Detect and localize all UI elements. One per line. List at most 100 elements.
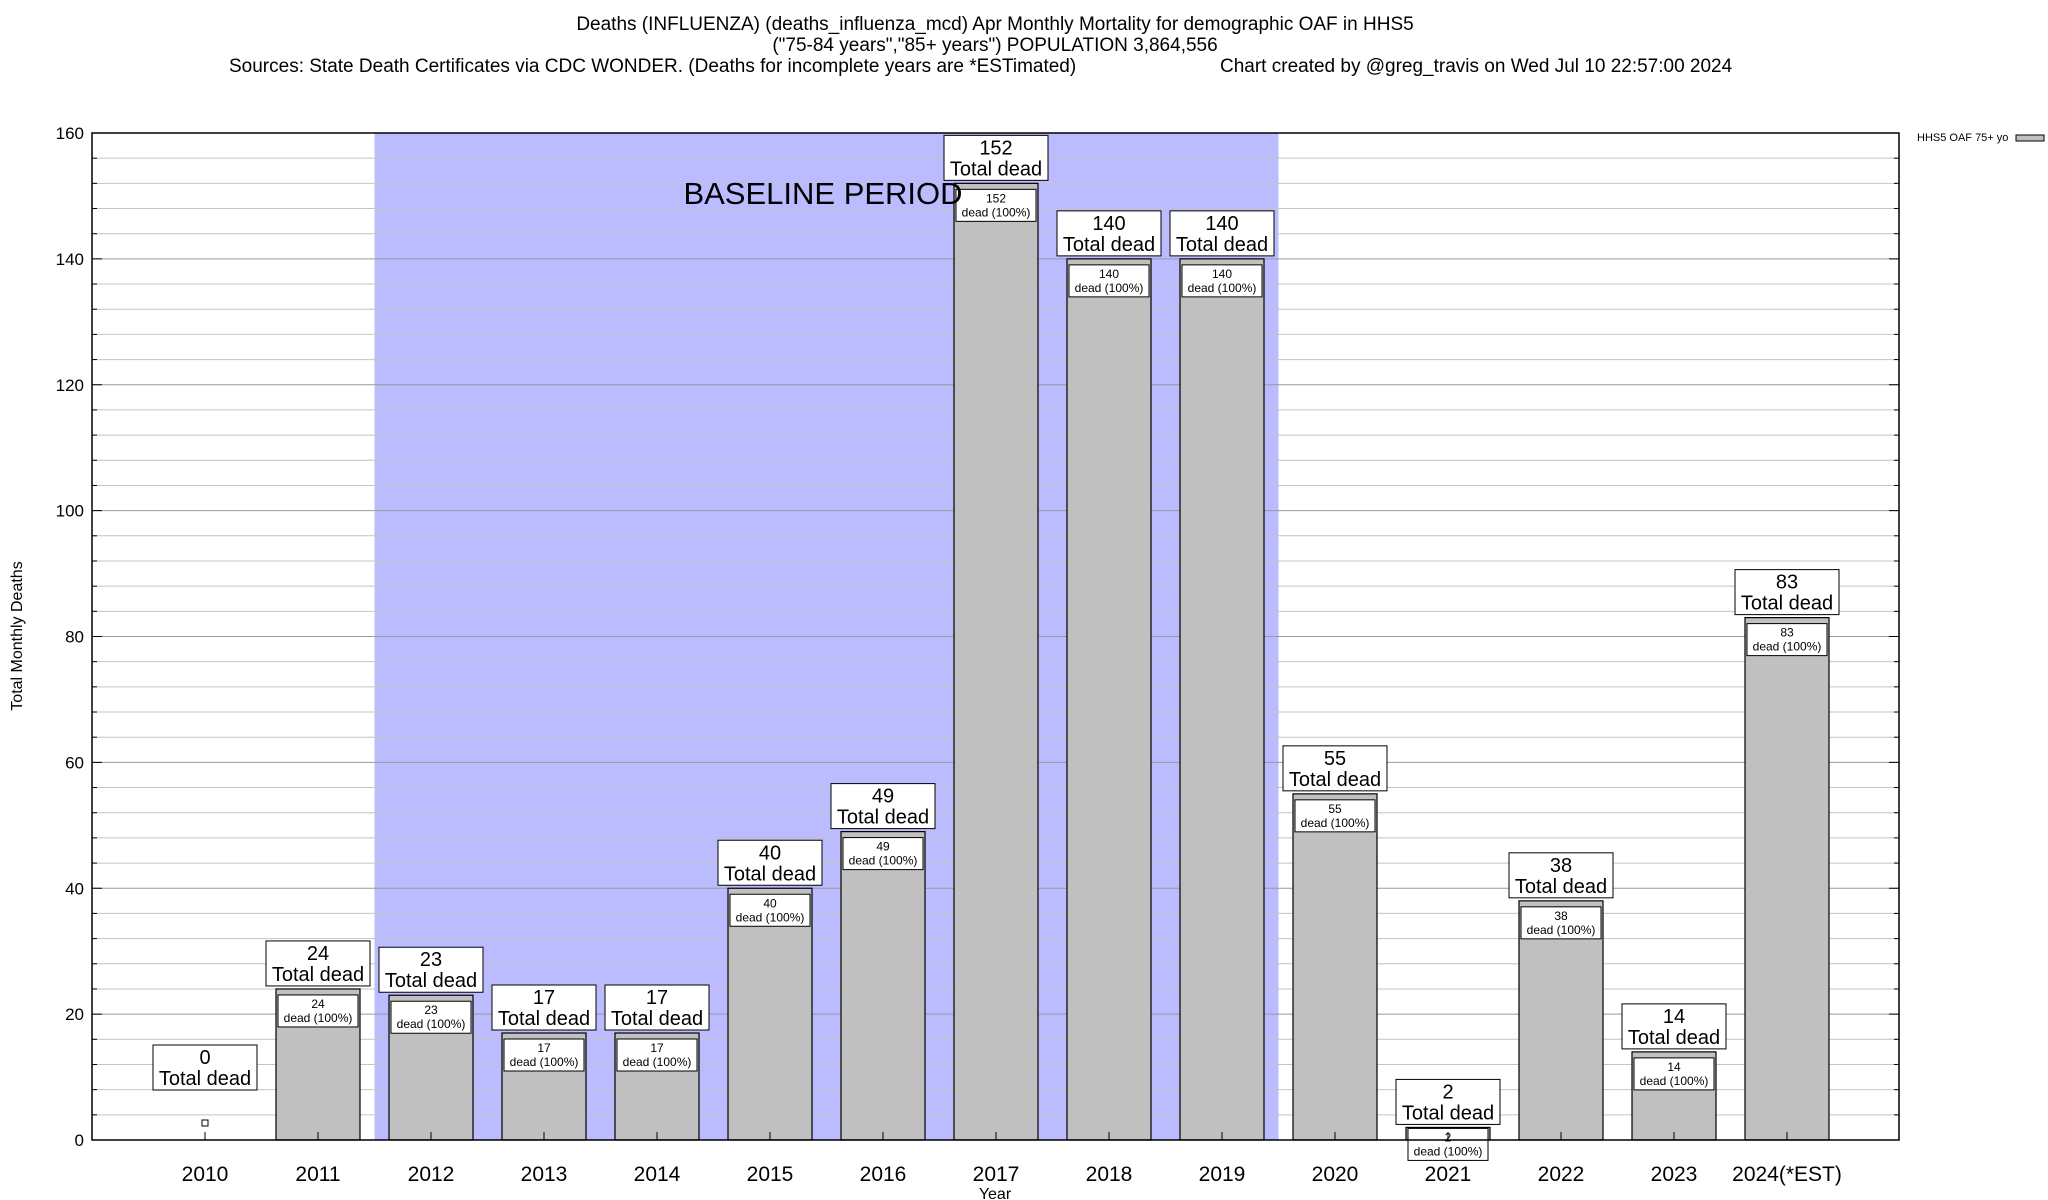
inner-percent-label: dead (100%): [510, 1055, 579, 1069]
inner-value-label: 49: [876, 840, 890, 854]
total-value-label: 23: [420, 949, 442, 971]
y-tick-label: 20: [65, 1005, 84, 1024]
inner-value-label: 14: [1667, 1060, 1681, 1074]
inner-label-box: [1746, 623, 1828, 657]
total-value-label: 14: [1663, 1006, 1685, 1028]
total-text-label: Total dead: [724, 863, 816, 885]
inner-value-label: 23: [424, 1003, 438, 1017]
total-text-label: Total dead: [498, 1008, 590, 1030]
inner-percent-label: dead (100%): [397, 1017, 466, 1031]
total-label-box: [1734, 569, 1840, 616]
chart-title-line-4: Chart created by @greg_travis on Wed Jul…: [1220, 56, 1733, 77]
inner-label-box: [1633, 1057, 1715, 1091]
total-text-label: Total dead: [1741, 593, 1833, 615]
bar-2020: [1292, 793, 1378, 1141]
bar-2010: [201, 1119, 209, 1127]
total-text-label: Total dead: [1402, 1102, 1494, 1124]
chart-title-line-1: Deaths (INFLUENZA) (deaths_influenza_mcd…: [576, 14, 1413, 35]
inner-label-box: [955, 188, 1037, 222]
total-text-label: Total dead: [1063, 234, 1155, 256]
total-value-label: 83: [1776, 572, 1798, 594]
inner-value-label: 40: [763, 896, 777, 910]
legend-swatch: [2015, 134, 2045, 142]
inner-value-label: 140: [1212, 267, 1232, 281]
inner-label-box: [1520, 906, 1602, 940]
total-text-label: Total dead: [611, 1008, 703, 1030]
total-value-label: 49: [872, 786, 894, 808]
inner-label-box: [729, 893, 811, 927]
inner-percent-label: dead (100%): [1301, 816, 1370, 830]
inner-percent-label: dead (100%): [284, 1011, 353, 1025]
inner-percent-label: dead (100%): [623, 1055, 692, 1069]
total-label-box: [1621, 1003, 1727, 1050]
y-tick-label: 60: [65, 753, 84, 772]
inner-value-label: 83: [1780, 626, 1794, 640]
inner-value-label: 55: [1328, 802, 1342, 816]
inner-percent-label: dead (100%): [736, 910, 805, 924]
chart-title-line-3: Sources: State Death Certificates via CD…: [229, 56, 1076, 77]
x-axis-label: Year: [979, 1186, 1012, 1200]
bar-2017: [953, 182, 1039, 1141]
total-label-box: [1056, 210, 1162, 257]
x-tick-label: 2023: [1651, 1163, 1698, 1186]
x-tick-label: 2019: [1199, 1163, 1246, 1186]
total-text-label: Total dead: [1176, 234, 1268, 256]
x-tick-label: 2014: [634, 1163, 681, 1186]
y-tick-label: 100: [56, 502, 84, 521]
x-tick-label: 2018: [1086, 1163, 1133, 1186]
legend: HHS5 OAF 75+ yo: [1917, 132, 2045, 144]
inner-label-box: [616, 1038, 698, 1072]
y-tick-label: 120: [56, 376, 84, 395]
total-value-label: 17: [533, 987, 555, 1009]
inner-value-label: 24: [311, 997, 325, 1011]
total-label-box: [830, 783, 936, 830]
inner-label-box: [503, 1038, 585, 1072]
total-label-box: [1508, 852, 1614, 899]
x-tick-label: 2013: [521, 1163, 568, 1186]
x-tick-label: 2024(*EST): [1732, 1163, 1842, 1186]
x-tick-label: 2015: [747, 1163, 794, 1186]
total-text-label: Total dead: [385, 970, 477, 992]
total-label-box: [943, 134, 1049, 181]
total-label-box: [604, 984, 710, 1031]
inner-percent-label: dead (100%): [962, 205, 1031, 219]
baseline-period-label: BASELINE PERIOD: [683, 176, 962, 211]
x-tick-label: 2012: [408, 1163, 455, 1186]
total-text-label: Total dead: [272, 964, 364, 986]
total-label-box: [265, 940, 371, 987]
total-label-box: [491, 984, 597, 1031]
inner-value-label: 17: [650, 1041, 664, 1055]
y-tick-label: 140: [56, 250, 84, 269]
chart-title-line-2: ("75-84 years","85+ years") POPULATION 3…: [772, 35, 1217, 56]
total-value-label: 40: [759, 842, 781, 864]
bar-2016: [840, 831, 926, 1141]
total-label-box: [1282, 745, 1388, 792]
bar-2022: [1518, 900, 1604, 1141]
total-text-label: Total dead: [1289, 769, 1381, 791]
bar-2015: [727, 887, 813, 1141]
inner-value-label: 38: [1554, 909, 1568, 923]
bar-2019: [1179, 258, 1265, 1141]
total-text-label: Total dead: [1628, 1027, 1720, 1049]
y-tick-label: 160: [56, 124, 84, 143]
inner-percent-label: dead (100%): [1527, 923, 1596, 937]
y-axis-label: Total Monthly Deaths: [9, 561, 26, 710]
total-label-box: [1395, 1078, 1501, 1125]
y-tick-label: 40: [65, 879, 84, 898]
total-label-box: [152, 1044, 258, 1091]
legend-label: HHS5 OAF 75+ yo: [1917, 132, 2008, 144]
x-tick-label: 2022: [1538, 1163, 1585, 1186]
y-tick-label: 0: [75, 1131, 84, 1150]
inner-label-box: [1068, 264, 1150, 298]
inner-percent-label: dead (100%): [1753, 640, 1822, 654]
total-value-label: 38: [1550, 855, 1572, 877]
inner-percent-label: dead (100%): [1640, 1074, 1709, 1088]
total-value-label: 152: [979, 137, 1012, 159]
inner-value-label: 17: [537, 1041, 551, 1055]
inner-label-box: [1181, 264, 1263, 298]
total-text-label: Total dead: [159, 1068, 251, 1090]
total-value-label: 17: [646, 987, 668, 1009]
total-value-label: 0: [199, 1047, 210, 1069]
inner-label-box: [1294, 799, 1376, 833]
inner-label-box: [390, 1000, 472, 1034]
